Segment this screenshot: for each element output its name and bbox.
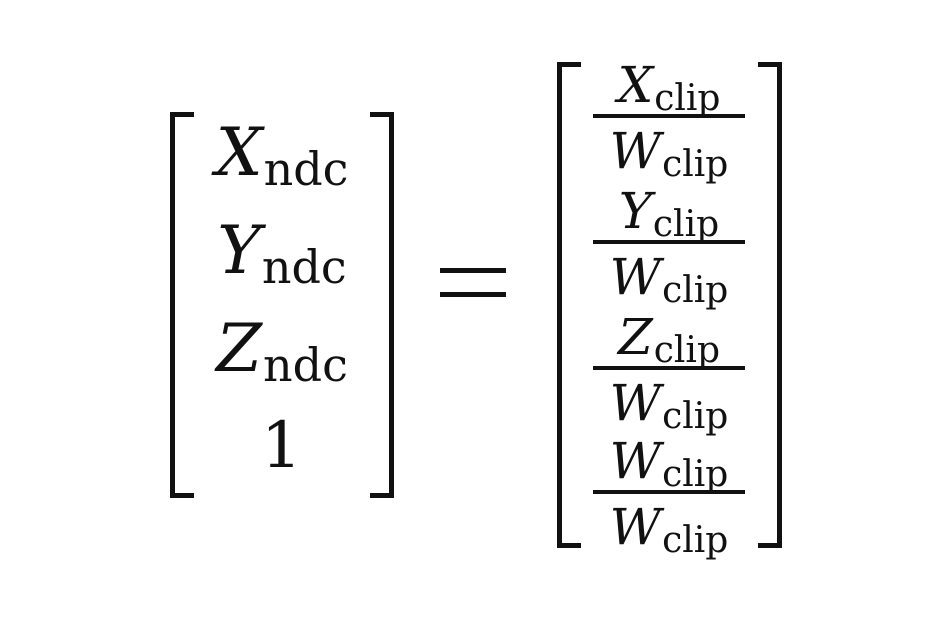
lhs-right-bracket (370, 112, 394, 498)
lhs-subscript: ndc (261, 240, 347, 294)
fraction-bar (593, 366, 745, 370)
numerator-variable: W (609, 432, 662, 490)
lhs-entry-x-ndc: Xndc (194, 120, 370, 193)
denominator-subscript: clip (662, 144, 729, 185)
fraction-bar (593, 240, 745, 244)
denominator-variable: W (609, 248, 662, 306)
lhs-entry-z-ndc: Zndc (194, 316, 370, 389)
lhs-variable: X (215, 114, 263, 191)
fraction-denominator: Wclip (593, 502, 745, 559)
rhs-left-bracket (557, 62, 581, 548)
rhs-fraction-w: Wclip Wclip (593, 434, 745, 559)
numerator-subscript: clip (653, 330, 720, 371)
numerator-variable: Z (618, 308, 653, 366)
lhs-constant: 1 (261, 409, 302, 483)
denominator-variable: W (609, 498, 662, 556)
equals-bar-top (440, 268, 506, 273)
numerator-variable: Y (618, 182, 652, 240)
rhs-fraction-y: Yclip Wclip (593, 184, 745, 309)
rhs-fraction-x: Xclip Wclip (593, 58, 745, 183)
lhs-subscript: ndc (263, 338, 348, 392)
fraction-denominator: Wclip (593, 378, 745, 435)
fraction-numerator: Yclip (593, 186, 745, 243)
lhs-subscript: ndc (263, 142, 349, 196)
lhs-left-bracket (170, 112, 194, 498)
fraction-denominator: Wclip (593, 126, 745, 183)
denominator-variable: W (609, 374, 662, 432)
lhs-entry-one: 1 (194, 414, 370, 478)
numerator-subscript: clip (662, 454, 729, 495)
numerator-subscript: clip (652, 204, 720, 245)
denominator-subscript: clip (662, 270, 729, 311)
equals-bar-bottom (440, 292, 506, 297)
fraction-bar (593, 114, 745, 118)
numerator-subscript: clip (654, 78, 721, 119)
numerator-variable: X (617, 56, 654, 114)
lhs-variable: Z (216, 310, 262, 387)
equals-sign (440, 268, 506, 298)
fraction-bar (593, 490, 745, 494)
lhs-entry-y-ndc: Yndc (194, 218, 370, 291)
fraction-numerator: Zclip (593, 312, 745, 369)
fraction-numerator: Wclip (593, 436, 745, 493)
rhs-right-bracket (758, 62, 782, 548)
fraction-denominator: Wclip (593, 252, 745, 309)
rhs-fraction-z: Zclip Wclip (593, 310, 745, 435)
fraction-numerator: Xclip (593, 60, 745, 117)
lhs-variable: Y (217, 212, 261, 289)
denominator-subscript: clip (662, 520, 729, 561)
denominator-variable: W (609, 122, 662, 180)
denominator-subscript: clip (662, 396, 729, 437)
